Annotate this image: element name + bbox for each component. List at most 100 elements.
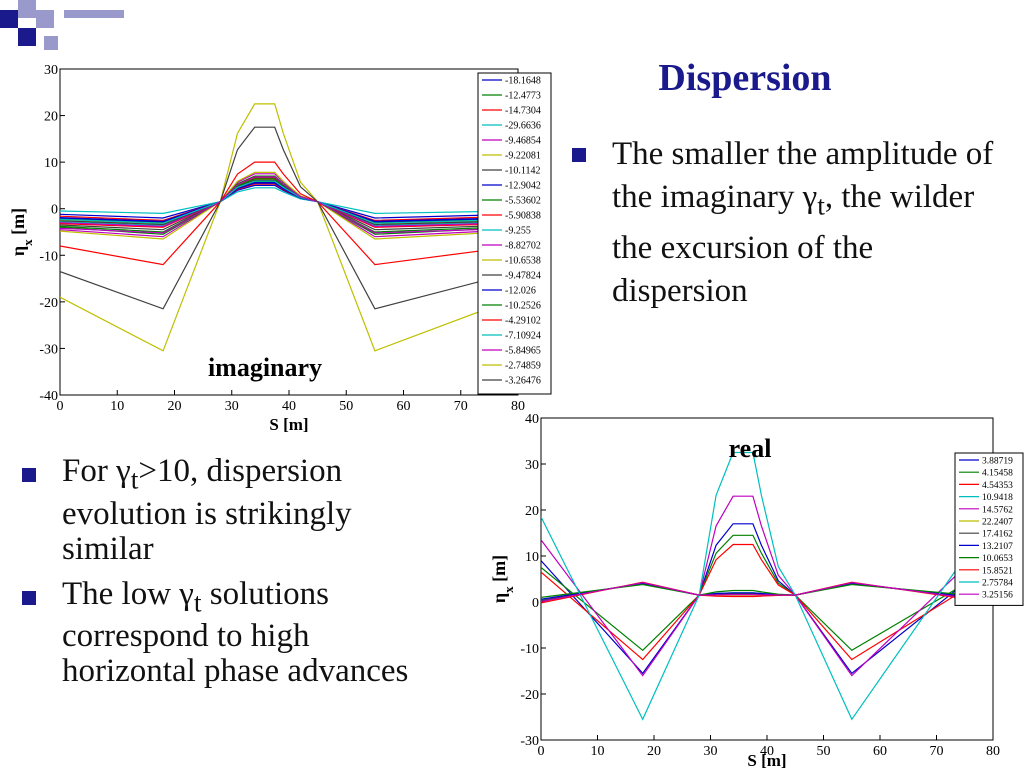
legend-label: 22.2407 — [982, 518, 1013, 528]
bullet-list-bottom: For γt>10, dispersion evolution is strik… — [22, 454, 422, 699]
bullet-subscript: t — [130, 463, 139, 495]
legend-box — [954, 452, 1024, 606]
legend-label: 3.88719 — [982, 457, 1013, 467]
bullet-square-icon — [22, 590, 36, 605]
decoration-square — [44, 36, 58, 50]
bullet-text: , the wilder the excursion of the disper… — [612, 179, 975, 309]
series-line — [60, 103, 518, 352]
legend-label: -12.4773 — [505, 91, 541, 102]
series-line — [60, 184, 518, 219]
series-line — [60, 126, 518, 310]
series-line — [60, 173, 518, 238]
legend-label: -5.90838 — [505, 211, 541, 222]
series-line — [541, 582, 993, 601]
legend-label: -9.46854 — [505, 136, 541, 147]
legend-label: 10.0653 — [982, 554, 1013, 564]
y-tick-label: -20 — [520, 688, 539, 703]
legend-label: -7.10924 — [505, 331, 541, 342]
y-tick-label: -10 — [39, 249, 58, 264]
series-group — [541, 451, 993, 721]
x-tick-label: 40 — [760, 744, 774, 759]
series-line — [541, 581, 993, 604]
y-tick-label: 30 — [44, 63, 58, 78]
x-tick-label: 20 — [168, 399, 182, 414]
y-axis-label: ηx [m] — [8, 208, 35, 256]
legend-label: -5.53602 — [505, 196, 541, 207]
series-line — [60, 180, 518, 224]
y-tick-label: -20 — [39, 296, 58, 311]
x-tick-label: 60 — [397, 399, 411, 414]
legend-box — [477, 72, 552, 395]
chart-imaginary: 0 10 20 30 40 50 60 70 80 30 20 10 0 -10 -20 -30 -40 -18.… — [8, 63, 552, 434]
y-tick-label: -30 — [39, 342, 58, 357]
y-tick-label: 10 — [44, 156, 58, 171]
y-tick-label: -30 — [520, 734, 539, 749]
series-line — [541, 582, 993, 602]
x-tick-label: 30 — [225, 399, 239, 414]
x-tick-label: 80 — [511, 399, 525, 414]
x-tick-label: 40 — [282, 399, 296, 414]
legend-label: 4.15458 — [982, 469, 1013, 479]
x-tick-label: 50 — [339, 399, 353, 414]
legend-label: 13.2107 — [982, 542, 1013, 552]
bullet-text: The low γ — [62, 575, 194, 612]
x-axis-label: S [m] — [269, 415, 308, 434]
series-line — [541, 543, 993, 661]
bullet-square-icon — [572, 148, 586, 162]
bullet-text: >10, dispersion evolution is strikingly … — [62, 453, 352, 567]
series-line — [60, 161, 518, 266]
x-tick-label: 10 — [110, 399, 124, 414]
x-axis-label: S [m] — [747, 751, 786, 768]
y-tick-label: 20 — [44, 110, 58, 125]
y-tick-label: -10 — [520, 642, 539, 657]
bullet-text: The smaller the amplitude of the imagina… — [612, 136, 994, 215]
y-tick-label: 10 — [525, 550, 539, 565]
decoration-square — [18, 28, 36, 46]
legend-label: 15.8521 — [982, 566, 1013, 576]
legend-label: -9.22081 — [505, 151, 541, 162]
legend-label: -29.6636 — [505, 121, 541, 132]
y-tick-label: 20 — [525, 504, 539, 519]
legend-label: -12.026 — [505, 286, 536, 297]
chart-annotation: real — [729, 434, 772, 463]
chart-annotation: imaginary — [208, 353, 322, 382]
legend-label: -3.26476 — [505, 376, 541, 387]
legend-label: -10.6538 — [505, 256, 541, 267]
y-tick-label: -40 — [39, 389, 58, 404]
legend-label: -10.2526 — [505, 301, 541, 312]
legend-label: -18.1648 — [505, 76, 541, 87]
decoration-square — [64, 10, 124, 18]
series-line — [541, 582, 993, 603]
bullet-subscript: t — [193, 586, 202, 618]
series-line — [60, 171, 518, 240]
legend-label: -9.47824 — [505, 271, 541, 282]
legend-label: -4.29102 — [505, 316, 541, 327]
legend-label: 10.9418 — [982, 493, 1013, 503]
bullet-square-icon — [22, 468, 36, 482]
legend-label: 3.25156 — [982, 591, 1013, 601]
legend-label: 14.5762 — [982, 505, 1013, 515]
series-line — [541, 534, 993, 652]
legend-label: -2.74859 — [505, 361, 541, 372]
series-line — [541, 583, 993, 598]
bullet-item: For γt>10, dispersion evolution is strik… — [22, 454, 422, 567]
bullet-subscript: t — [817, 189, 825, 221]
bullet-text: For γ — [62, 453, 131, 489]
x-tick-label: 70 — [454, 399, 468, 414]
legend-label: -9.255 — [505, 226, 531, 237]
y-tick-label: 30 — [525, 458, 539, 473]
legend-label: -12.9042 — [505, 181, 541, 192]
series-line — [541, 451, 993, 721]
series-line — [541, 523, 993, 675]
series-group — [60, 103, 518, 352]
legend-label: 17.4162 — [982, 530, 1013, 540]
x-tick-label: 0 — [538, 744, 545, 759]
x-tick-label: 80 — [986, 744, 1000, 759]
x-tick-label: 70 — [930, 744, 944, 759]
x-tick-label: 30 — [704, 744, 718, 759]
decoration-square — [36, 10, 54, 28]
decoration-square — [0, 10, 18, 28]
x-tick-label: 60 — [873, 744, 887, 759]
x-tick-label: 50 — [817, 744, 831, 759]
y-tick-label: 0 — [532, 596, 539, 611]
